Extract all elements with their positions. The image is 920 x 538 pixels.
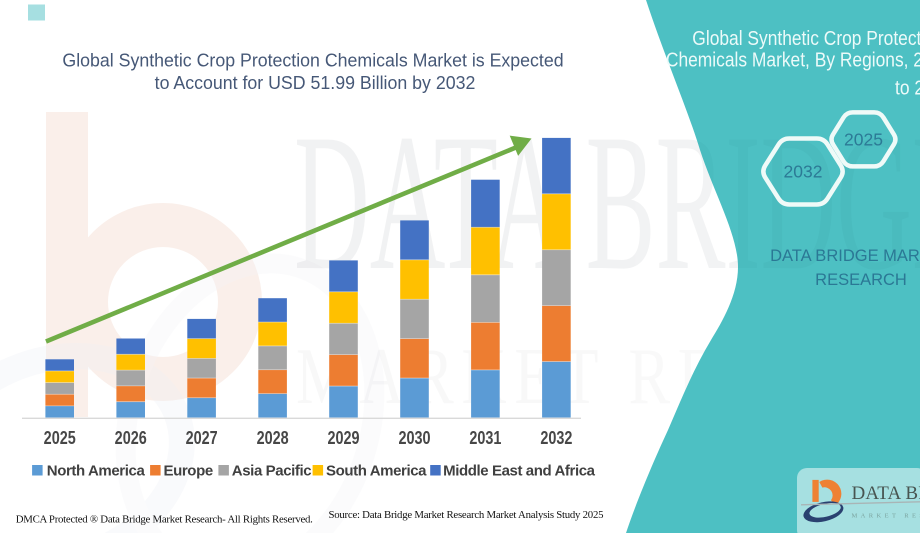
svg-text:DMCA Protected ® Data Bridge M: DMCA Protected ® Data Bridge Market Rese… [16, 514, 313, 526]
svg-text:2025: 2025 [844, 130, 883, 150]
svg-text:DATA BRIDGE: DATA BRIDGE [852, 483, 920, 504]
svg-text:DATA BRIDGE MARKET: DATA BRIDGE MARKET [770, 247, 920, 265]
svg-text:MARKET RESEARCH: MARKET RESEARCH [852, 513, 920, 520]
svg-text:2032: 2032 [540, 427, 572, 448]
svg-text:North America: North America [47, 463, 146, 480]
svg-text:2029: 2029 [327, 427, 359, 448]
svg-text:Source: Data Bridge Market Res: Source: Data Bridge Market Research Mark… [329, 509, 604, 521]
svg-text:to 2032: to 2032 [895, 76, 920, 98]
svg-text:RESEARCH: RESEARCH [815, 271, 907, 289]
svg-text:Middle East and Africa: Middle East and Africa [443, 463, 596, 480]
svg-text:2030: 2030 [398, 427, 430, 448]
svg-text:2028: 2028 [257, 427, 289, 448]
svg-text:Chemicals Market, By Regions,: Chemicals Market, By Regions, 2025 [666, 48, 920, 70]
svg-text:2025: 2025 [44, 427, 76, 448]
svg-text:2026: 2026 [115, 427, 147, 448]
svg-text:2027: 2027 [186, 427, 218, 448]
svg-text:Asia Pacific: Asia Pacific [232, 463, 311, 480]
svg-text:Global Synthetic Crop Protecti: Global Synthetic Crop Protection [692, 27, 920, 49]
svg-text:Global Synthetic Crop Protecti: Global Synthetic Crop Protection Chemica… [62, 50, 563, 70]
svg-text:to Account for USD 51.99 Billi: to Account for USD 51.99 Billion by 2032 [155, 73, 476, 93]
svg-text:2031: 2031 [469, 427, 501, 448]
svg-text:South America: South America [326, 463, 427, 480]
svg-text:2032: 2032 [784, 162, 823, 182]
svg-text:Europe: Europe [164, 463, 213, 480]
